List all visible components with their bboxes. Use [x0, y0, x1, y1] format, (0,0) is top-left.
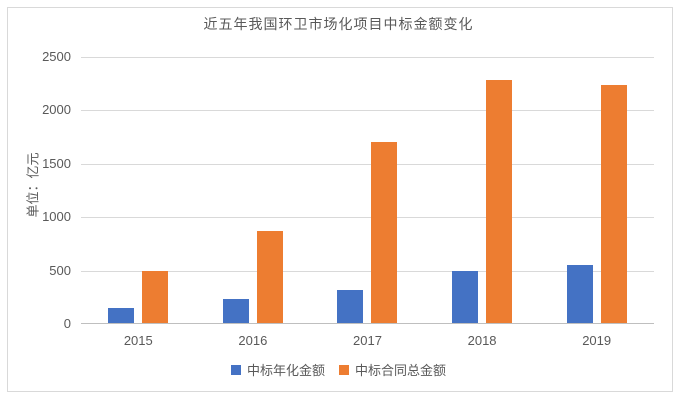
bar-group-2018 — [425, 57, 540, 323]
chart-frame — [7, 7, 673, 392]
legend-label: 中标年化金额 — [246, 363, 325, 378]
bar-中标合同总金额-2016 — [256, 230, 283, 323]
x-tick-label: 2017 — [353, 333, 382, 348]
x-tick-label: 2016 — [238, 333, 268, 348]
gridline — [81, 57, 654, 58]
legend-swatch-icon — [339, 364, 349, 375]
bar-中标年化金额-2019 — [566, 265, 593, 323]
y-tick-label: 2500 — [42, 49, 71, 64]
y-tick-label: 2000 — [42, 102, 71, 118]
legend-item: 中标年化金额 — [230, 360, 325, 379]
gridline — [81, 270, 654, 272]
bar-group-2017 — [310, 57, 425, 323]
plot-area — [81, 57, 654, 324]
x-axis-labels: 2015 2016 2017 2018 2019 — [81, 333, 654, 348]
gridline — [81, 163, 654, 165]
bar-中标合同总金额-2018 — [486, 80, 513, 323]
bar-中标年化金额-2016 — [222, 298, 249, 323]
bar-groups — [81, 57, 654, 323]
bar-中标年化金额-2018 — [452, 270, 479, 323]
x-tick-label: 2019 — [582, 333, 612, 348]
y-tick-label: 500 — [49, 262, 71, 278]
chart-title: 近五年我国环卫市场化项目中标金额变化 — [203, 16, 474, 32]
bar-中标合同总金额-2017 — [371, 142, 398, 323]
y-tick-label: 1500 — [42, 155, 71, 171]
bar-group-2015 — [81, 57, 196, 323]
legend: 中标年化金额 中标合同总金额 — [0, 360, 677, 379]
x-tick-label: 2018 — [467, 333, 497, 348]
bar-中标合同总金额-2019 — [600, 84, 627, 323]
y-tick-label: 0 — [63, 316, 71, 331]
legend-item: 中标合同总金额 — [339, 360, 446, 379]
bar-group-2016 — [196, 57, 311, 323]
x-tick-label: 2015 — [123, 333, 153, 348]
gridline — [81, 110, 654, 112]
bar-group-2019 — [539, 57, 654, 323]
bar-中标年化金额-2015 — [108, 308, 135, 323]
y-tick-label: 1000 — [42, 209, 71, 225]
legend-label: 中标合同总金额 — [355, 363, 447, 378]
gridline — [81, 217, 654, 219]
bar-中标年化金额-2017 — [337, 290, 364, 323]
legend-swatch-icon — [230, 364, 241, 375]
bar-中标合同总金额-2015 — [142, 270, 169, 323]
